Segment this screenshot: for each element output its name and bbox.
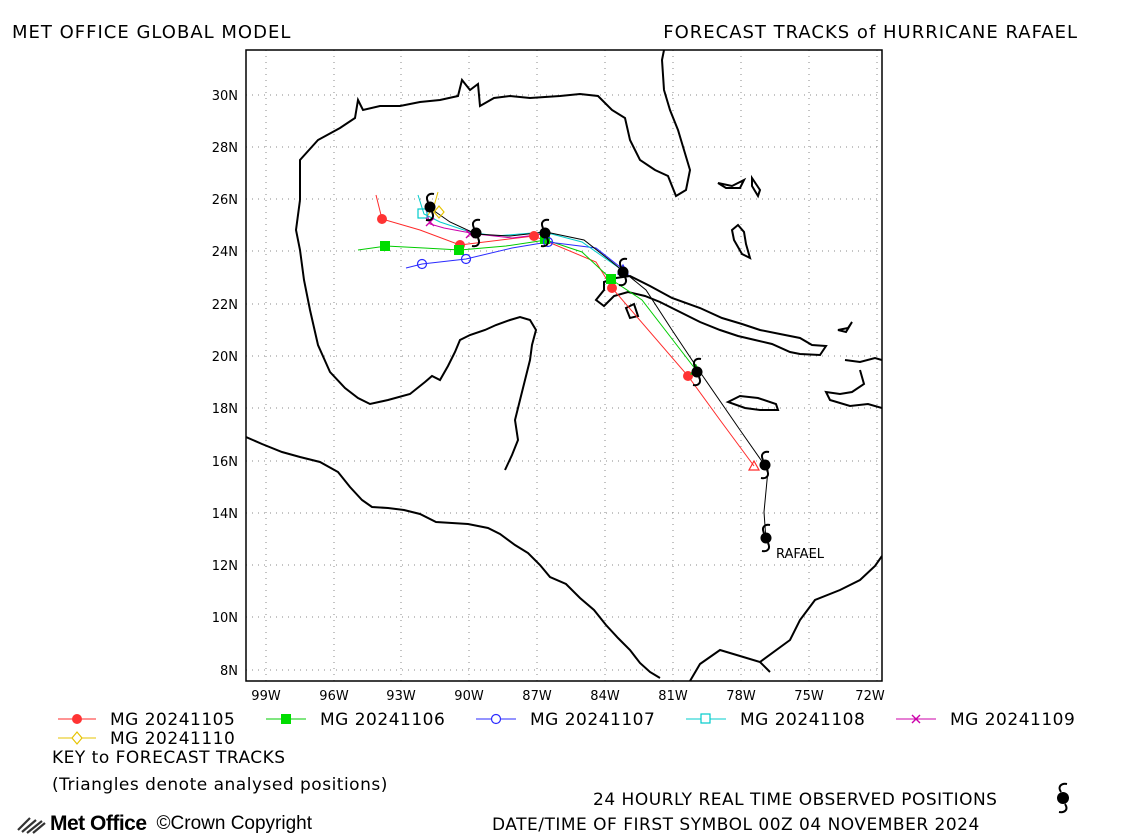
crown-copyright: ©Crown Copyright bbox=[157, 813, 313, 835]
key-title: KEY to FORECAST TRACKS bbox=[52, 748, 286, 768]
legend-label: MG 20241105 bbox=[110, 710, 235, 730]
marker-analysed-1 bbox=[747, 459, 761, 471]
observed-positions bbox=[424, 192, 772, 553]
lat-label: 20N bbox=[212, 350, 238, 365]
coastlines bbox=[246, 50, 882, 681]
legend-entry-20241110: MG 20241110 bbox=[58, 729, 235, 749]
marker-0505-2 bbox=[607, 283, 617, 293]
legend-entry-20241108: MG 20241108 bbox=[686, 710, 865, 730]
legend-label: MG 20241107 bbox=[530, 710, 655, 730]
track-20241106 bbox=[357, 239, 697, 371]
map-frame bbox=[245, 49, 883, 682]
legend-label: MG 20241108 bbox=[740, 710, 865, 730]
lon-label: 87W bbox=[522, 689, 552, 704]
lon-label: 75W bbox=[794, 689, 824, 704]
marker-0506-3 bbox=[454, 245, 464, 255]
lat-label: 16N bbox=[212, 455, 238, 470]
met-office-logo-icon bbox=[17, 817, 46, 834]
marker-0506-4 bbox=[380, 241, 390, 251]
lat-label: 24N bbox=[212, 245, 238, 260]
marker-0510-1 bbox=[433, 205, 445, 219]
lon-label: 81W bbox=[658, 689, 688, 704]
legend-entry-20241109: MG 20241109 bbox=[896, 710, 1075, 730]
hurricane-icon bbox=[617, 257, 629, 287]
marker-0505-5 bbox=[377, 214, 387, 224]
marker-0507-3 bbox=[416, 258, 428, 270]
marker-0507-2 bbox=[460, 253, 472, 265]
hurricane-icon bbox=[539, 218, 551, 248]
lat-label: 8N bbox=[220, 664, 238, 679]
legend-entry-20241105: MG 20241105 bbox=[58, 710, 235, 730]
lesser-island bbox=[837, 321, 853, 334]
hurricane-icon bbox=[759, 450, 771, 480]
marker-0505-3 bbox=[529, 231, 539, 241]
marker-0508-1 bbox=[417, 208, 428, 219]
south-america bbox=[759, 555, 882, 663]
bahamas-andros bbox=[730, 223, 752, 260]
hurricane-icon bbox=[424, 192, 436, 222]
legend-entry-20241106: MG 20241106 bbox=[266, 710, 445, 730]
hurricane-icon bbox=[760, 523, 772, 553]
lat-label: 26N bbox=[212, 193, 238, 208]
lon-label: 96W bbox=[319, 689, 349, 704]
legend: MG 20241105 MG 20241106 MG 20241107 MG 2… bbox=[58, 710, 1075, 749]
longitude-axis: 99W 96W 93W 90W 87W 84W 81W 78W 75W 72W bbox=[251, 689, 885, 704]
key-note: (Triangles denote analysed positions) bbox=[52, 775, 388, 795]
track-20241108 bbox=[417, 194, 623, 271]
lon-label: 99W bbox=[251, 689, 281, 704]
chart-title-left: MET OFFICE GLOBAL MODEL bbox=[12, 22, 292, 43]
legend-label: MG 20241110 bbox=[110, 729, 235, 749]
legend-entry-20241107: MG 20241107 bbox=[476, 710, 655, 730]
lat-label: 18N bbox=[212, 402, 238, 417]
gulf-coast bbox=[246, 436, 771, 681]
copyright-text: Crown Copyright bbox=[170, 813, 313, 834]
track-20241105 bbox=[375, 194, 755, 467]
lon-label: 84W bbox=[590, 689, 620, 704]
lat-label: 28N bbox=[212, 141, 238, 156]
met-office-logo: Met Office ©Crown Copyright bbox=[16, 812, 312, 836]
lon-label: 72W bbox=[855, 689, 885, 704]
track-observed bbox=[429, 207, 769, 541]
latitude-axis: 30N 28N 26N 24N 22N 20N 18N 16N 14N 12N … bbox=[212, 89, 238, 679]
map-grid bbox=[246, 50, 882, 681]
hispaniola bbox=[824, 356, 882, 409]
marker-0505-1 bbox=[683, 371, 693, 381]
lat-label: 14N bbox=[212, 507, 238, 522]
chart-title-right: FORECAST TRACKS of HURRICANE RAFAEL bbox=[663, 22, 1078, 43]
lon-label: 93W bbox=[386, 689, 416, 704]
observed-positions-label: 24 HOURLY REAL TIME OBSERVED POSITIONS bbox=[593, 790, 998, 810]
isla-juventud bbox=[624, 302, 640, 320]
mexico-gulf-coast bbox=[299, 50, 692, 200]
lat-label: 22N bbox=[212, 298, 238, 313]
forecast-tracks bbox=[357, 191, 769, 541]
legend-label: MG 20241109 bbox=[950, 710, 1075, 730]
track-markers bbox=[377, 205, 761, 471]
hurricane-icon bbox=[1057, 782, 1069, 814]
first-symbol-datetime: DATE/TIME OF FIRST SYMBOL 00Z 04 NOVEMBE… bbox=[492, 815, 980, 835]
legend-label: MG 20241106 bbox=[320, 710, 445, 730]
lon-label: 90W bbox=[454, 689, 484, 704]
cuba bbox=[594, 274, 828, 357]
lat-label: 10N bbox=[212, 611, 238, 626]
copyright-icon: © bbox=[156, 813, 171, 834]
marker-0506-1 bbox=[606, 274, 616, 284]
bahamas-grand bbox=[717, 174, 762, 199]
lat-label: 30N bbox=[212, 89, 238, 104]
hurricane-icon bbox=[470, 218, 482, 248]
track-20241107 bbox=[405, 241, 625, 271]
lon-label: 78W bbox=[726, 689, 756, 704]
jamaica bbox=[725, 394, 780, 411]
hurricane-icon bbox=[691, 357, 703, 387]
lat-label: 12N bbox=[212, 559, 238, 574]
storm-name-label: RAFAEL bbox=[776, 547, 825, 562]
met-office-logo-text: Met Office bbox=[50, 812, 147, 835]
mexico-west-coast bbox=[294, 199, 538, 471]
